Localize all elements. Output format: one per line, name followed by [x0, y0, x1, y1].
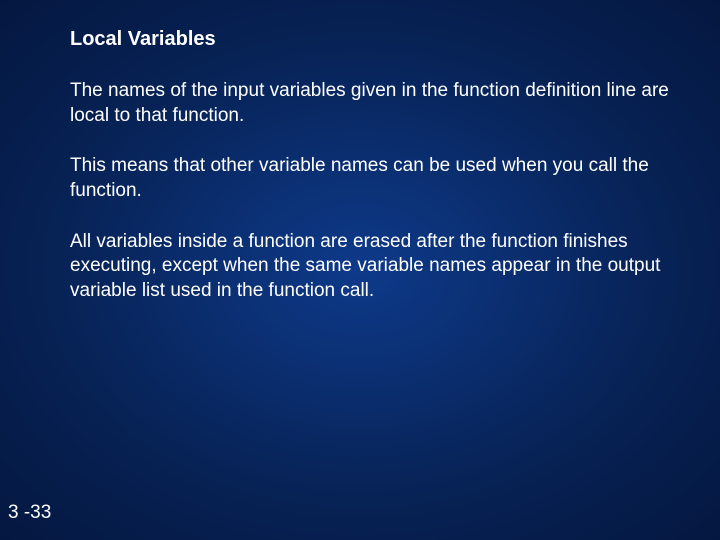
slide-content: Local Variables The names of the input v… — [70, 28, 670, 330]
paragraph-1: The names of the input variables given i… — [70, 79, 670, 128]
paragraph-2: This means that other variable names can… — [70, 154, 670, 203]
slide-title: Local Variables — [70, 28, 670, 51]
page-number: 3 -33 — [8, 502, 51, 524]
paragraph-3: All variables inside a function are eras… — [70, 230, 670, 304]
